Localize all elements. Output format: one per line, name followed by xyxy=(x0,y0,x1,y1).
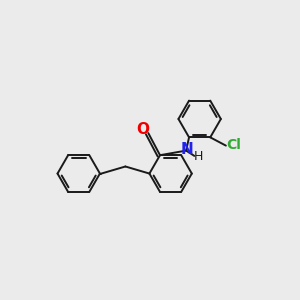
Text: H: H xyxy=(194,150,203,163)
Text: N: N xyxy=(181,142,194,157)
Text: Cl: Cl xyxy=(226,138,241,152)
Text: O: O xyxy=(136,122,149,137)
